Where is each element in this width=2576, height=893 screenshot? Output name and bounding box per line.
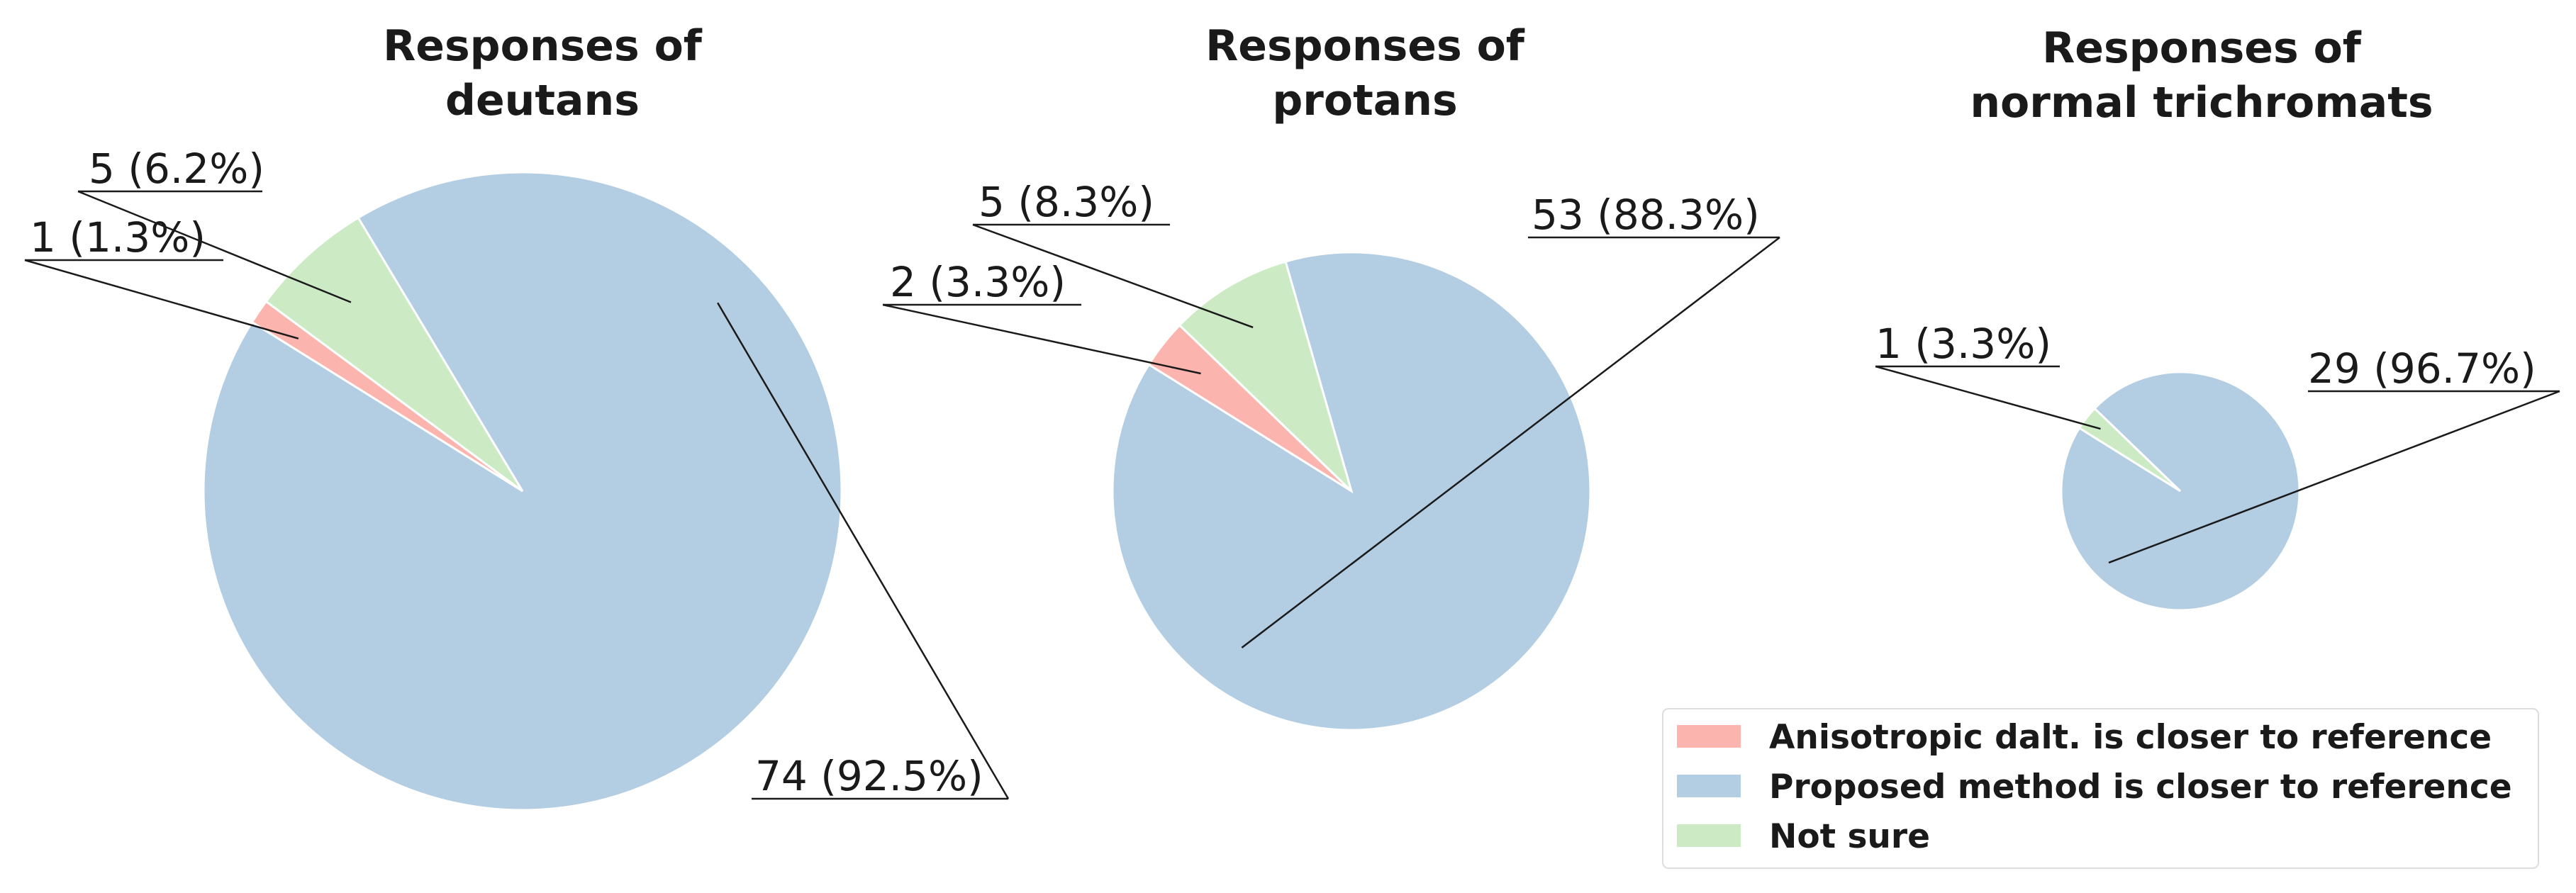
- chart-title-line: deutans: [445, 76, 640, 125]
- label-leader-line: [972, 223, 1254, 329]
- chart-title-line: Responses of: [383, 21, 703, 71]
- legend-label-anisotropic: Anisotropic dalt. is closer to reference: [1769, 718, 2492, 757]
- slice-data-label: 5 (8.3%): [978, 178, 1154, 226]
- legend-swatch-anisotropic: [1677, 725, 1741, 748]
- chart-title-line: normal trichromats: [1970, 78, 2433, 128]
- legend: Anisotropic dalt. is closer to reference…: [1662, 708, 2539, 869]
- label-leader-line: [77, 190, 352, 303]
- legend-label-not-sure: Not sure: [1769, 817, 1930, 856]
- slice-data-label: 1 (3.3%): [1875, 320, 2051, 368]
- pie-slice: [202, 171, 843, 811]
- charts-group: Responses of deutans 1 (1.3%) 5 (6.2%) 74 (9…: [24, 21, 2560, 811]
- slice-data-label: 2 (3.3%): [890, 258, 1066, 306]
- chart-title-line: protans: [1272, 76, 1457, 125]
- label-leader-line: [2108, 390, 2560, 564]
- legend-swatch-not-sure: [1677, 824, 1741, 847]
- label-leader-line: [882, 303, 1201, 375]
- slice-data-label: 53 (88.3%): [1532, 191, 1760, 239]
- pie-slice: [264, 216, 524, 493]
- slice-data-label: 5 (6.2%): [89, 145, 264, 193]
- legend-frame: [1662, 708, 2539, 869]
- label-leader-line: [1241, 237, 1780, 648]
- pie-slice: [2060, 371, 2301, 612]
- label-leader-line: [717, 302, 1010, 799]
- legend-label-proposed: Proposed method is closer to reference: [1769, 768, 2512, 807]
- pie-slice: [1178, 260, 1354, 495]
- slice-data-label: 74 (92.5%): [755, 752, 983, 800]
- pie-slice: [1111, 251, 1592, 731]
- chart-title-line: Responses of: [2042, 23, 2362, 73]
- label-leader-line: [24, 259, 299, 339]
- slice-data-label: 1 (1.3%): [30, 213, 206, 262]
- legend-swatch-proposed: [1677, 775, 1741, 797]
- chart-title-line: Responses of: [1205, 21, 1525, 71]
- pie-chart-2: Responses of protans 2 (3.3%) 5 (8.3%) 53 (8…: [882, 21, 1780, 731]
- slice-data-label: 29 (96.7%): [2308, 344, 2536, 393]
- pie-chart-1: Responses of deutans 1 (1.3%) 5 (6.2%) 74 (9…: [24, 21, 1010, 811]
- label-leader-line: [1875, 365, 2101, 430]
